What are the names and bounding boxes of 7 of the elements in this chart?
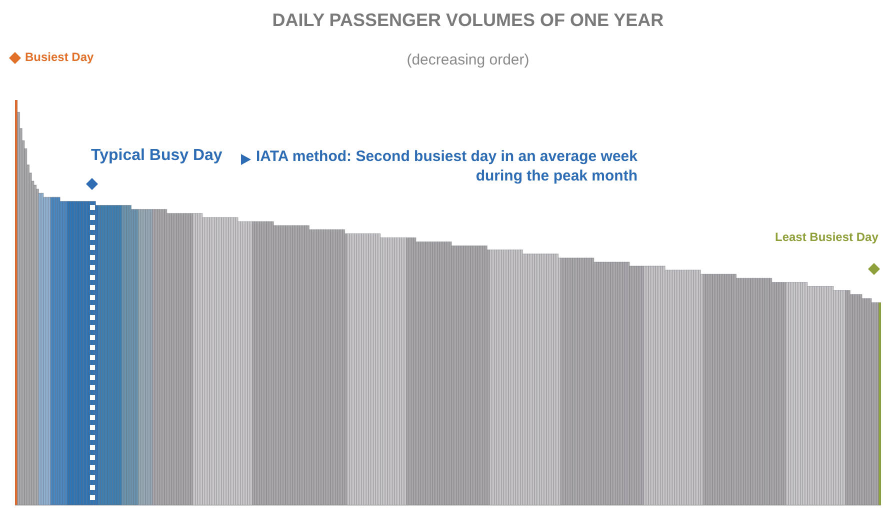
- bar: [878, 302, 881, 505]
- chart-subtitle: (decreasing order): [406, 51, 530, 68]
- annotation: Least Busiest Day: [775, 230, 879, 244]
- annotation: IATA method: Second busiest day in an average week during the peak month: [256, 148, 638, 184]
- annotation: Typical Busy Day: [91, 147, 222, 164]
- chart-title: DAILY PASSENGER VOLUMES OF ONE YEAR: [272, 10, 664, 30]
- text: Busiest Day: [25, 50, 94, 64]
